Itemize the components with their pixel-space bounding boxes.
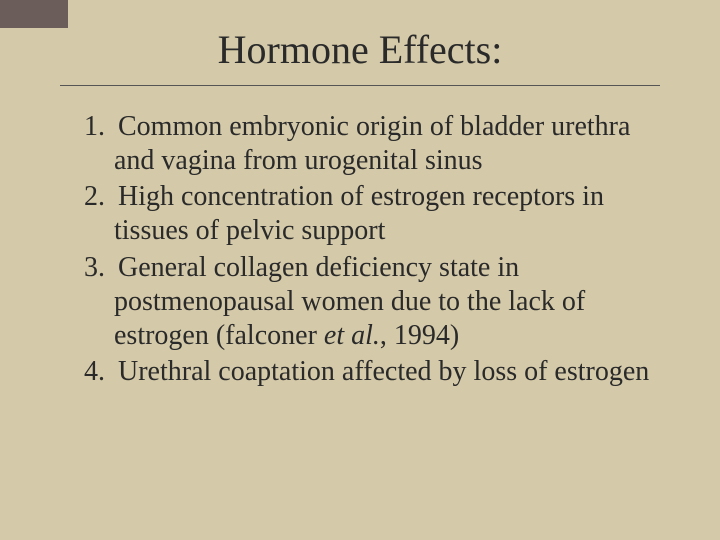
list-item-text: Common embryonic origin of bladder ureth… bbox=[114, 111, 630, 176]
list-item-text: Urethral coaptation affected by loss of … bbox=[118, 356, 649, 387]
list-item-text-suffix: , 1994) bbox=[380, 320, 459, 351]
slide-title: Hormone Effects: bbox=[60, 26, 660, 73]
list-item-text-italic: et al. bbox=[324, 320, 380, 351]
list-item: High concentration of estrogen receptors… bbox=[60, 180, 660, 248]
list-item: Common embryonic origin of bladder ureth… bbox=[60, 110, 660, 178]
list-item-text: High concentration of estrogen receptors… bbox=[114, 181, 604, 246]
corner-accent bbox=[0, 0, 68, 28]
list-item: Urethral coaptation affected by loss of … bbox=[60, 355, 660, 389]
slide: Hormone Effects: Common embryonic origin… bbox=[0, 0, 720, 540]
numbered-list: Common embryonic origin of bladder ureth… bbox=[60, 110, 660, 389]
list-item: General collagen deficiency state in pos… bbox=[60, 251, 660, 353]
title-divider bbox=[60, 85, 660, 86]
